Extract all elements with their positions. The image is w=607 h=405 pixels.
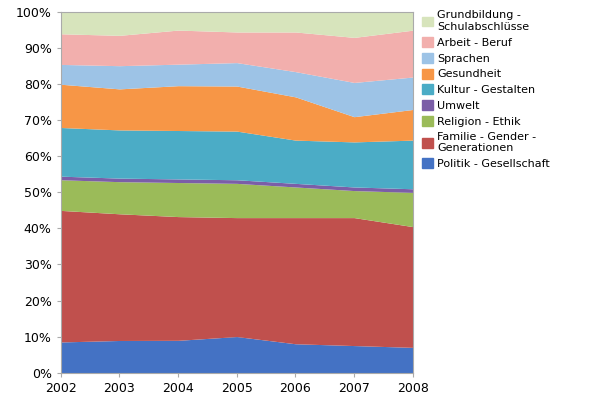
Legend: Grundbildung -
Schulabschlüsse, Arbeit - Beruf, Sprachen, Gesundheit, Kultur - G: Grundbildung - Schulabschlüsse, Arbeit -… xyxy=(422,11,550,169)
